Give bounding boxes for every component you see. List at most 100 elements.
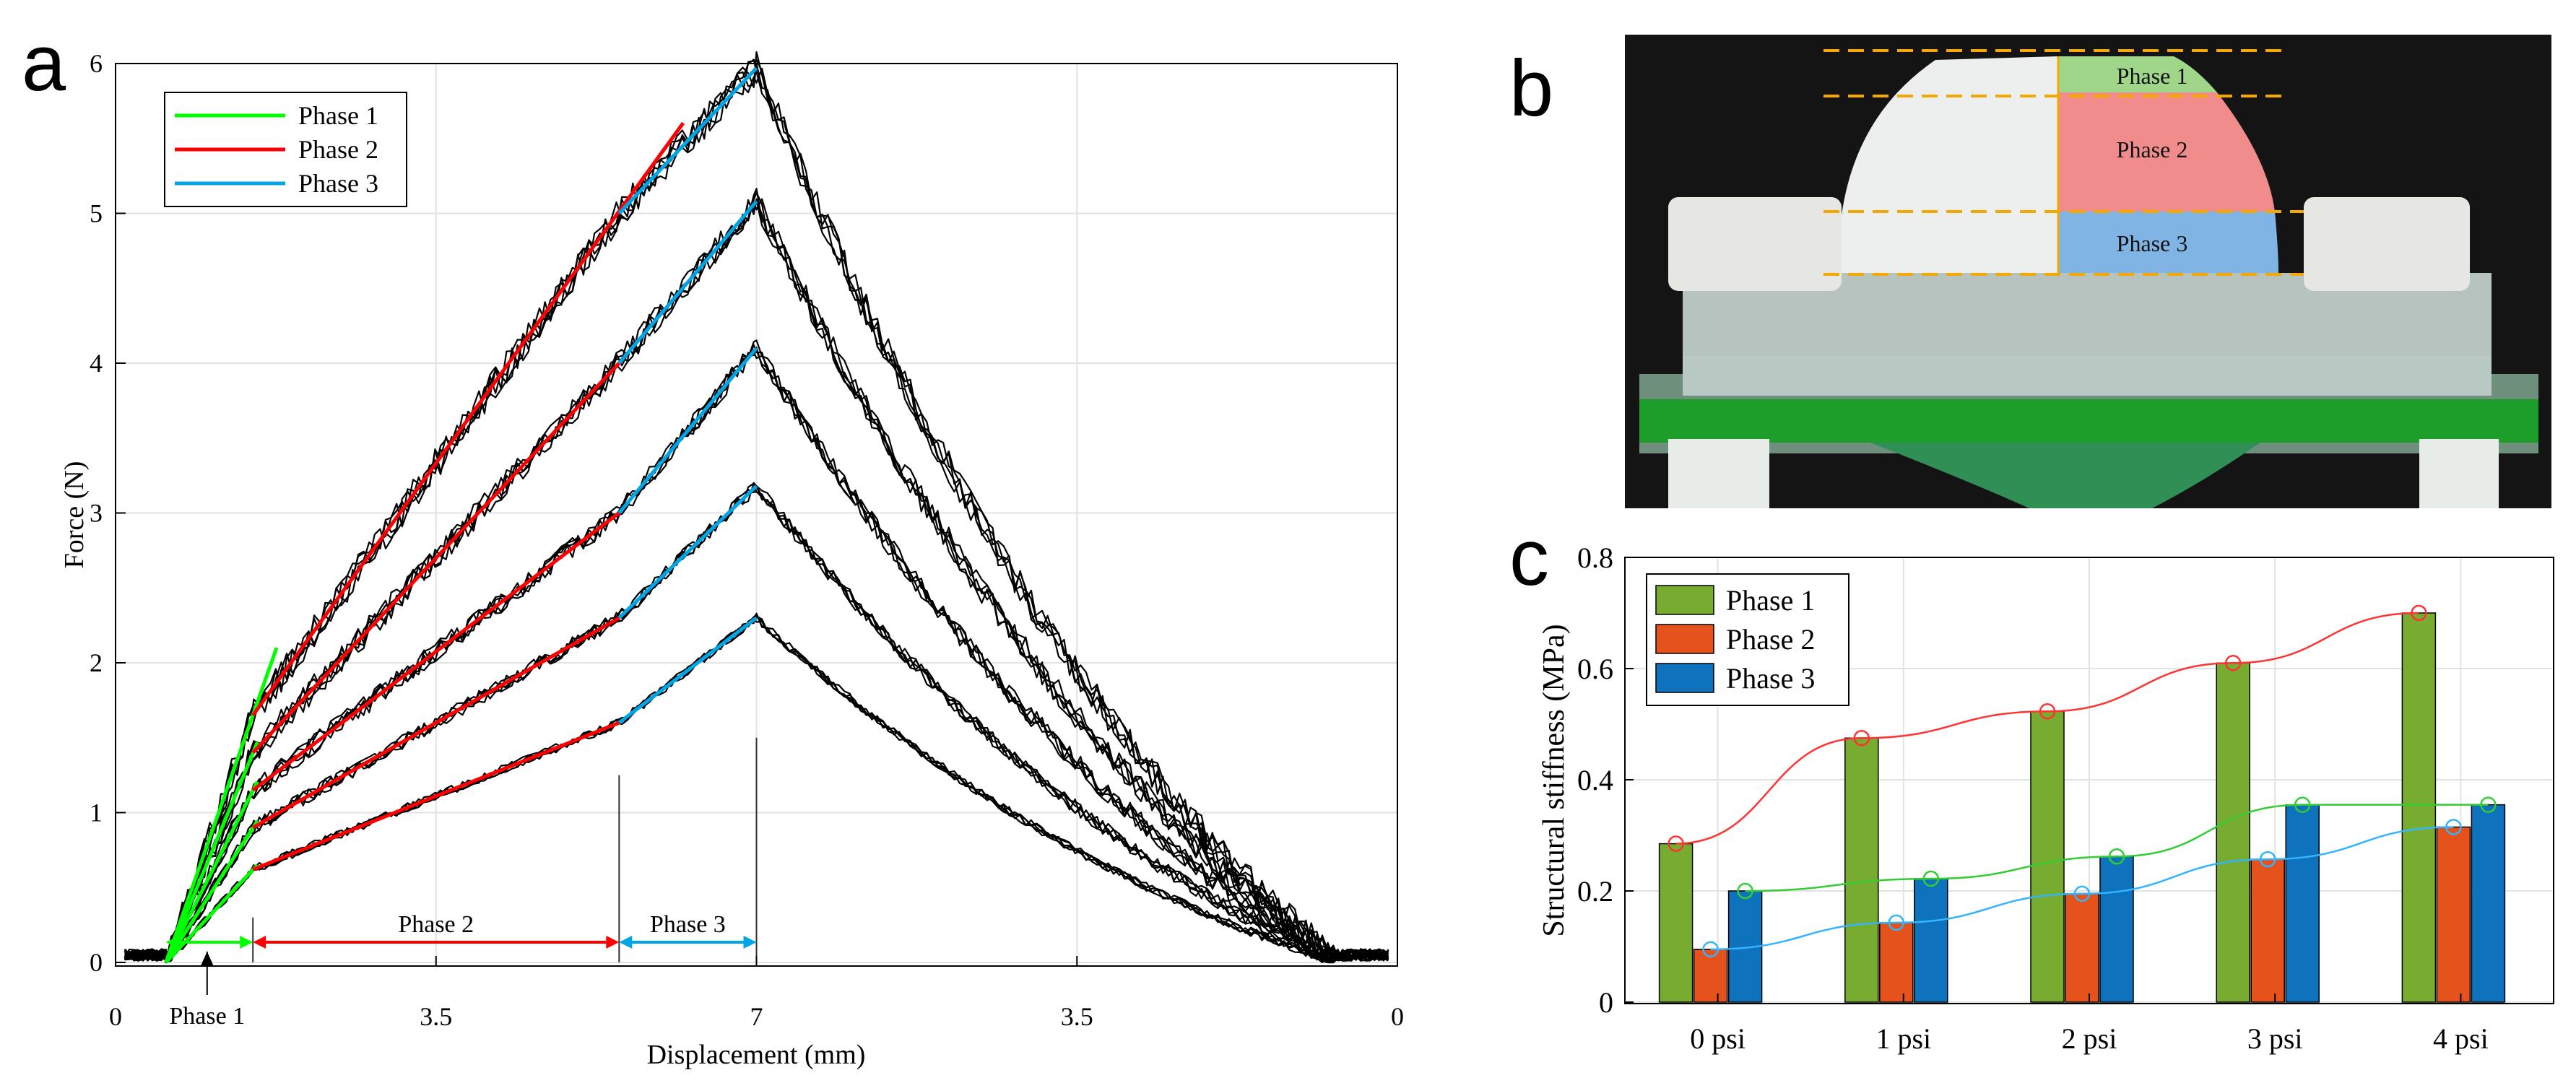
bar-phase-3 [1914,878,1948,1003]
photo-pillar-left [1668,439,1769,508]
structural-stiffness-chart: 0 0.2 0.4 0.6 0.8 0 psi 1 psi 2 psi 3 psi 4 psi S… [1538,542,2554,1055]
photo-pillar-right [2419,439,2499,508]
force-curve [124,188,1389,964]
bar-phase-1 [1658,843,1694,1003]
phase-1-fit [164,741,259,963]
phase-3-fit [617,616,758,724]
bar-phase-1 [1844,737,1879,1003]
phase-1-fit [164,780,259,964]
trend-line-phase-1 [1675,612,2419,845]
bar-phase-3 [2471,804,2506,1003]
panel-letter-c: c [1509,513,1549,602]
panel-letter-b: b [1509,44,1553,133]
legend-swatch-phase-1 [1655,585,1714,615]
chart-a-y-tick-label: 0 [90,948,103,977]
photo-green-board [1639,399,2538,443]
photo-housing-lower [1683,356,2492,396]
legend-swatch-phase-2 [1655,624,1714,654]
phase-annotation-label: Phase 3 [650,911,726,938]
force-curve [124,63,1389,964]
bar-phase-2 [1879,922,1914,1003]
trend-marker [1737,882,1753,900]
chart-c-y-axis-label: Structural stiffness (MPa) [1538,624,1571,936]
chart-c-x-tick-label: 0 psi [1690,1022,1745,1055]
phase-arrow-head [606,936,620,949]
phase-arrow-head [619,936,633,949]
photo-phase-2-region [2058,92,2275,212]
photo-label-phase-3: Phase 3 [2117,230,2188,256]
phase-2-fit [251,616,620,830]
chart-a-x-tick-label: 3.5 [420,1002,452,1031]
legend-label-phase-3: Phase 3 [298,169,378,198]
trend-marker [2411,604,2427,622]
trend-marker [1702,941,1719,958]
legend-label-phase-3: Phase 3 [1726,662,1815,695]
bar-phase-2 [2065,893,2099,1003]
trend-marker [2445,819,2462,835]
photo-nut-left [1668,197,1842,291]
chart-c-y-tick-label: 0.4 [1577,764,1613,796]
device-photo: Phase 1 Phase 2 Phase 3 [1625,35,2551,508]
trend-marker [2073,885,2091,902]
chart-c-x-tick-label: 4 psi [2433,1022,2489,1055]
bar-phase-1 [2401,612,2437,1003]
chart-c-bars [1658,612,2506,1003]
trend-marker [1853,730,1870,747]
chart-a-y-tick-label: 1 [90,799,103,827]
bar-phase-3 [2285,804,2320,1003]
photo-green-cone [1870,443,2260,508]
phase-1-pointer-head [200,952,214,966]
photo-label-phase-2: Phase 2 [2117,136,2188,162]
phase-2-fit [252,721,620,871]
chart-a-y-tick-label: 2 [90,648,103,677]
phase-1-annotation-label: Phase 1 [169,1003,245,1030]
trend-marker [1888,914,1905,931]
phase-annotation-label: Phase 2 [398,911,474,938]
trend-marker [2294,796,2311,813]
phase-arrow-head [743,936,757,949]
chart-a-grid [115,63,1398,966]
chart-a-y-tick-label: 4 [90,349,103,378]
bar-phase-1 [2030,710,2065,1003]
chart-c-y-tick-label: 0.2 [1577,875,1613,908]
chart-c-y-tick-label: 0.8 [1577,542,1613,574]
phase-1-fit [164,864,259,964]
trend-marker [1668,835,1684,852]
phase-3-fit [617,347,758,515]
bar-phase-2 [2436,826,2471,1003]
chart-a-y-axis-label: Force (N) [59,461,90,569]
chart-a-phase-annotations: Phase 1 Phase 2 Phase 3 [165,737,758,1030]
bar-phase-3 [2099,856,2134,1003]
phase-2-fit [251,121,685,717]
chart-a-y-tick-label: 3 [90,499,103,528]
phase-2-fit [251,362,621,754]
phase-1-fit [164,819,259,964]
chart-a-fit-lines [164,66,758,964]
chart-a-x-tick-label: 3.5 [1061,1002,1093,1031]
phase-2-fit [251,511,620,792]
chart-a-x-tick-label: 7 [750,1002,763,1031]
phase-arrow-head [165,936,179,949]
chart-c-x-tick-label: 1 psi [1875,1022,1931,1055]
legend-label-phase-2: Phase 2 [298,135,378,164]
photo-phase-3-region [2058,212,2278,273]
chart-c-x-tick-label: 3 psi [2247,1022,2303,1055]
chart-a-legend: Phase 1 Phase 2 Phase 3 [164,92,407,207]
chart-c-trend-lines [1668,604,2497,958]
trend-line-phase-2 [1710,826,2454,951]
trend-marker [2480,796,2497,813]
phase-3-fit [617,66,758,215]
chart-c-legend: Phase 1 Phase 2 Phase 3 [1646,573,1849,706]
chart-a-x-axis-label: Displacement (mm) [647,1040,866,1070]
trend-marker [2259,851,2276,868]
trend-marker [1922,870,1940,887]
trend-marker [2224,655,2242,671]
phase-3-fit [617,484,758,619]
phase-arrow-head [240,936,253,949]
legend-label-phase-1: Phase 1 [1726,584,1815,617]
legend-label-phase-2: Phase 2 [1726,623,1815,656]
chart-a-x-tick-label: 0 [109,1002,122,1031]
photo-dome-left [1842,56,2058,273]
